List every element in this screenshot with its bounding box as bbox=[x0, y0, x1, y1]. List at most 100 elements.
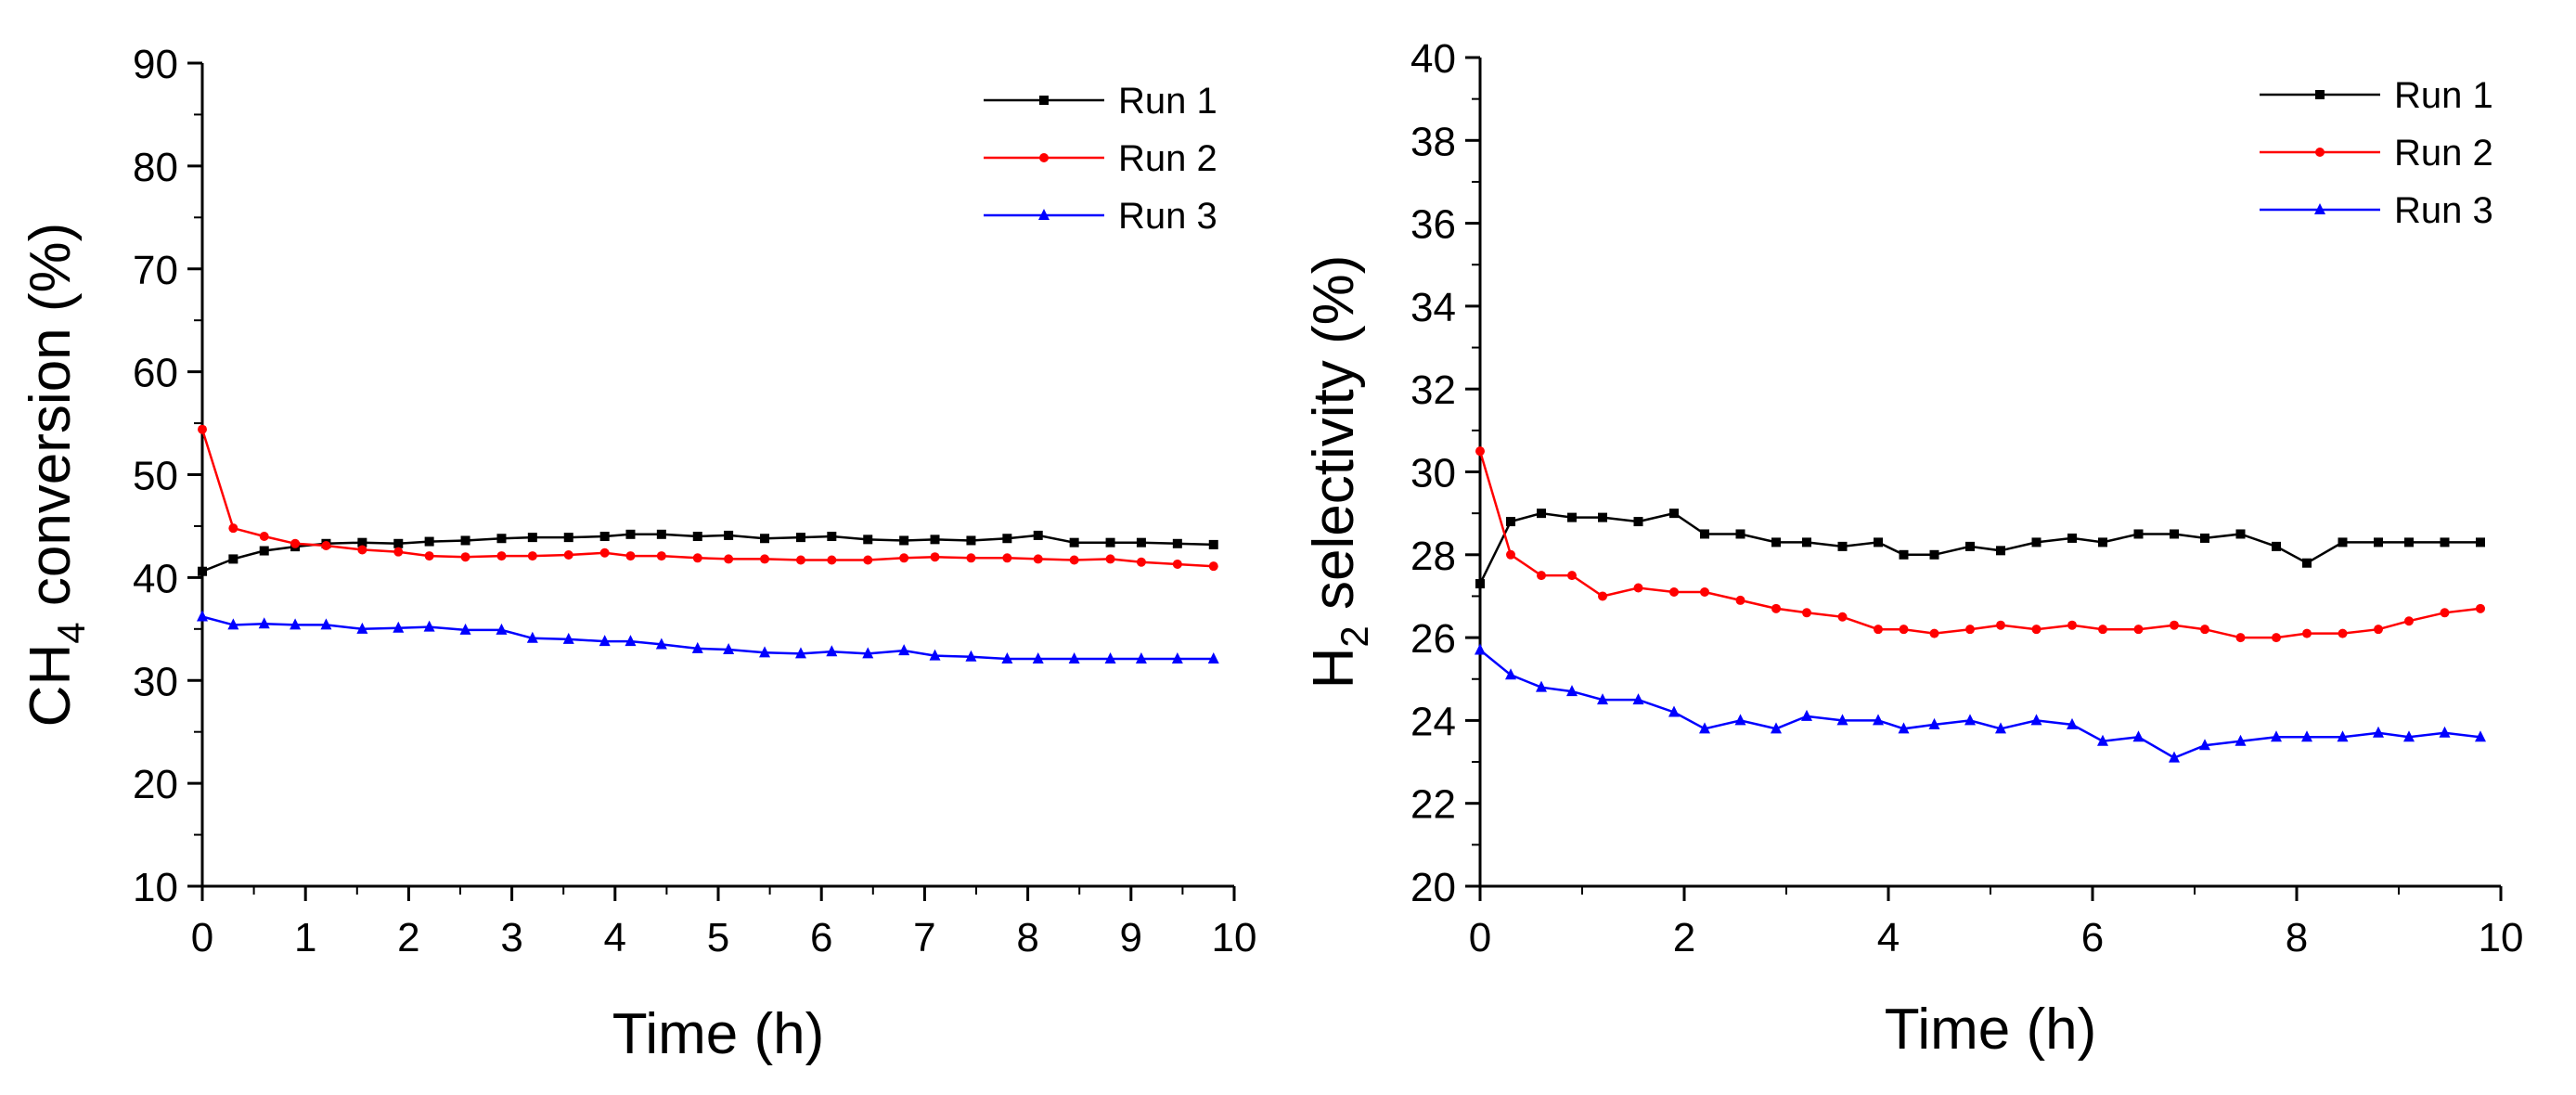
ch4-x-tick-label: 5 bbox=[707, 915, 729, 960]
h2-point-run-2 bbox=[2374, 625, 2383, 635]
h2-point-run-2 bbox=[1996, 620, 2005, 630]
h2-point-run-2 bbox=[1965, 625, 1975, 635]
ch4-y-tick-label: 60 bbox=[133, 351, 178, 396]
ch4-x-tick-label: 8 bbox=[1016, 915, 1038, 960]
h2-legend-item-run-3: Run 3 bbox=[2260, 190, 2493, 231]
h2-point-run-2 bbox=[1837, 612, 1848, 622]
h2-point-run-2 bbox=[1475, 446, 1485, 457]
ch4-point-run-2 bbox=[563, 549, 573, 560]
ch4-point-run-2 bbox=[1172, 559, 1182, 569]
h2-point-run-1 bbox=[1598, 512, 1607, 522]
h2-point-run-1 bbox=[1996, 546, 2005, 556]
h2-point-run-3 bbox=[1597, 693, 1608, 705]
ch4-point-run-1 bbox=[1208, 539, 1218, 549]
h2-legend-label: Run 2 bbox=[2394, 133, 2493, 174]
ch4-point-run-1 bbox=[563, 533, 573, 543]
ch4-point-run-2 bbox=[724, 554, 734, 564]
ch4-y-tick-label: 50 bbox=[133, 454, 178, 499]
ch4-point-run-3 bbox=[862, 647, 874, 659]
h2-point-run-1 bbox=[2338, 537, 2348, 548]
ch4-point-run-3 bbox=[1207, 651, 1219, 663]
ch4-point-run-1 bbox=[692, 532, 702, 542]
ch4-conversion-chart: 10 20 30 40 50 60 70 80 90 0 1 2 3 4 5 6 7 8 9 10 Time (h) CH… bbox=[19, 42, 1257, 1066]
h2-point-run-2 bbox=[1771, 603, 1781, 613]
h2-point-run-2 bbox=[2031, 625, 2041, 635]
ch4-point-run-3 bbox=[496, 623, 508, 635]
ch4-y-tick-label: 80 bbox=[133, 145, 178, 190]
ch4-y-tick-label: 30 bbox=[133, 659, 178, 704]
ch4-point-run-2 bbox=[656, 551, 666, 561]
h2-point-run-2 bbox=[1669, 586, 1679, 597]
ch4-series-run-3 bbox=[197, 610, 1219, 663]
ch4-point-run-1 bbox=[496, 534, 507, 544]
h2-point-run-3 bbox=[2067, 717, 2078, 729]
ch4-legend-marker bbox=[1039, 96, 1049, 105]
h2-point-run-3 bbox=[2030, 714, 2042, 726]
h2-y-tick-label: 32 bbox=[1410, 367, 1456, 413]
ch4-point-run-2 bbox=[198, 424, 207, 434]
ch4-point-run-1 bbox=[966, 535, 976, 546]
h2-line-run-3 bbox=[1479, 649, 2481, 759]
ch4-point-run-3 bbox=[393, 621, 405, 633]
ch4-y-axis-title: CH4 conversion (%) bbox=[19, 223, 93, 728]
ch4-point-run-3 bbox=[423, 620, 435, 632]
h2-point-run-1 bbox=[1633, 517, 1643, 527]
h2-point-run-2 bbox=[1874, 625, 1883, 635]
h2-point-run-3 bbox=[2271, 730, 2282, 742]
ch4-point-run-3 bbox=[794, 647, 806, 659]
h2-point-run-3 bbox=[2235, 734, 2247, 746]
ch4-point-run-1 bbox=[1069, 537, 1079, 548]
h2-point-run-3 bbox=[2439, 726, 2451, 738]
h2-y-tick-label: 34 bbox=[1410, 285, 1456, 330]
h2-point-run-1 bbox=[1929, 549, 1939, 560]
h2-point-run-2 bbox=[2098, 625, 2107, 635]
ch4-point-run-1 bbox=[393, 538, 404, 548]
h2-point-run-1 bbox=[1802, 537, 1811, 548]
h2-legend-item-run-2: Run 2 bbox=[2260, 133, 2493, 174]
h2-legend-item-run-1: Run 1 bbox=[2260, 75, 2493, 116]
ch4-point-run-3 bbox=[1104, 651, 1116, 663]
h2-point-run-1 bbox=[1899, 549, 1909, 560]
h2-point-run-3 bbox=[2169, 751, 2180, 763]
ch4-point-run-1 bbox=[198, 566, 207, 576]
h2-legend-marker bbox=[2314, 203, 2325, 214]
ch4-point-run-3 bbox=[759, 646, 771, 658]
ch4-point-run-2 bbox=[496, 551, 507, 561]
ch4-line-run-1 bbox=[201, 533, 1214, 573]
ch4-x-tick-label: 10 bbox=[1212, 915, 1257, 960]
h2-point-run-1 bbox=[1506, 517, 1515, 527]
h2-point-run-3 bbox=[2373, 726, 2384, 738]
ch4-y-tick-label: 40 bbox=[133, 556, 178, 601]
ch4-x-tick-label: 0 bbox=[191, 915, 213, 960]
ch4-point-run-2 bbox=[1069, 555, 1079, 565]
ch4-point-run-3 bbox=[1032, 651, 1044, 663]
h2-point-run-3 bbox=[1699, 722, 1710, 734]
ch4-point-run-3 bbox=[290, 618, 302, 630]
ch4-x-tick-label: 3 bbox=[500, 915, 522, 960]
h2-point-run-3 bbox=[2132, 730, 2145, 742]
ch4-point-run-2 bbox=[424, 551, 434, 561]
h2-y-tick-label: 26 bbox=[1410, 616, 1456, 662]
ch4-point-run-3 bbox=[1001, 651, 1013, 663]
ch4-point-run-2 bbox=[899, 553, 909, 563]
ch4-point-run-2 bbox=[930, 552, 940, 562]
ch4-point-run-2 bbox=[1136, 557, 1146, 567]
ch4-point-run-3 bbox=[356, 622, 368, 634]
h2-point-run-3 bbox=[1668, 705, 1680, 717]
h2-point-run-2 bbox=[1506, 549, 1515, 560]
h2-point-run-2 bbox=[1802, 608, 1811, 618]
h2-y-axis-title-main: H bbox=[1302, 648, 1366, 689]
ch4-point-run-1 bbox=[357, 537, 367, 548]
h2-point-run-1 bbox=[1837, 541, 1848, 551]
h2-legend-marker bbox=[2315, 90, 2325, 99]
ch4-x-tick-label: 2 bbox=[397, 915, 419, 960]
ch4-point-run-3 bbox=[691, 641, 703, 653]
h2-series-run-3 bbox=[1475, 643, 2486, 763]
h2-point-run-2 bbox=[2272, 633, 2281, 643]
ch4-point-run-2 bbox=[1033, 554, 1043, 564]
ch4-x-tick-label: 6 bbox=[810, 915, 832, 960]
ch4-y-axis-title-subscript: 4 bbox=[49, 622, 93, 643]
h2-series-run-2 bbox=[1475, 446, 2485, 643]
h2-point-run-1 bbox=[2200, 533, 2209, 543]
